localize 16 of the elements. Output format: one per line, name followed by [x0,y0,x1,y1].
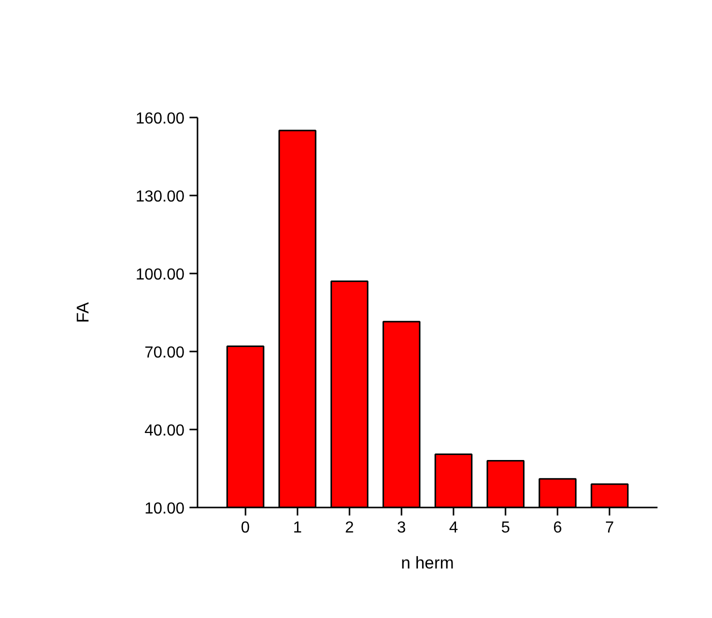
x-tick-label: 1 [292,520,302,536]
x-tick-label: 5 [501,520,510,536]
y-axis-title: FA [74,301,93,323]
y-tick-label: 130.00 [136,188,185,206]
x-tick-label: 2 [344,520,354,536]
x-tick-label: 0 [240,520,250,536]
y-tick-label: 100.00 [136,266,185,284]
x-tick-label: 7 [605,520,614,536]
x-tick-label: 3 [397,520,406,536]
y-tick-label: 160.00 [136,110,185,128]
x-tick-label: 6 [553,520,562,536]
y-tick-label: 10.00 [144,500,185,518]
x-tick-label: 4 [449,520,458,536]
y-tick-label: 70.00 [144,344,185,362]
y-tick-label: 40.00 [144,422,185,440]
x-axis-title: n herm [401,554,454,572]
